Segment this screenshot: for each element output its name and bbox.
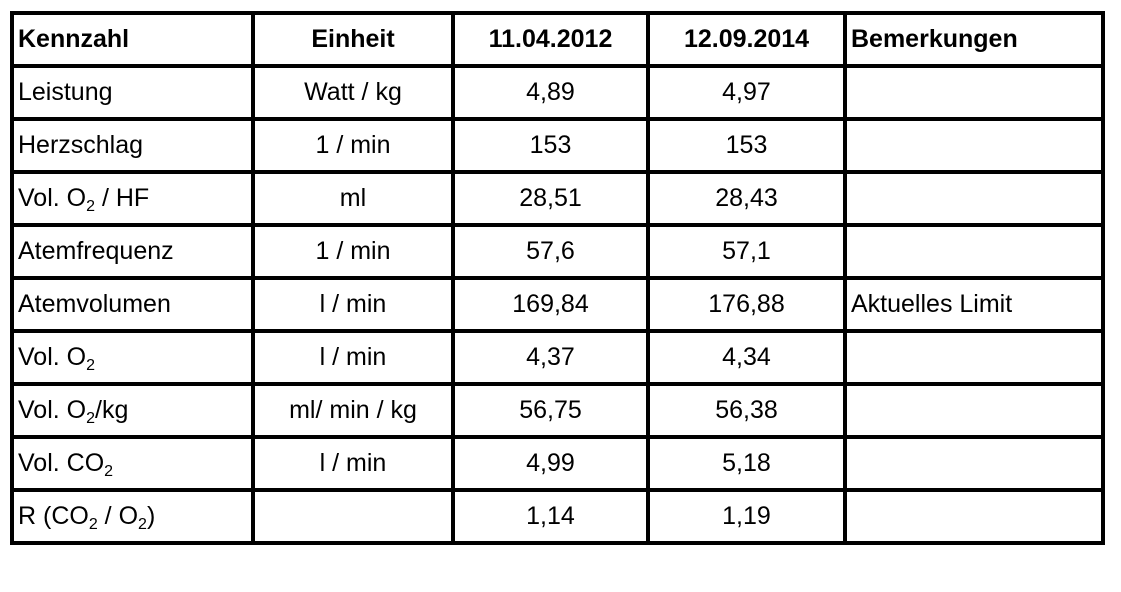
cell-bemerkung [843, 488, 1105, 545]
header-date-2014: 12.09.2014 [646, 11, 847, 68]
cell-bemerkung [843, 382, 1105, 439]
table-row: Atemvolumen l / min 169,84 176,88 Aktuelles … [10, 276, 1105, 333]
table-row: Vol. O2 / HF ml 28,51 28,43 [10, 170, 1105, 227]
label-text: /kg [95, 396, 129, 424]
cell-kennzahl: Atemfrequenz [10, 223, 255, 280]
table-row: R (CO2 / O2) 1,14 1,19 [10, 488, 1105, 545]
cell-bemerkung [843, 329, 1105, 386]
label-text: ) [146, 502, 156, 530]
label-text: Vol. O [18, 343, 87, 371]
table-row: Vol. CO2 l / min 4,99 5,18 [10, 435, 1105, 492]
cell-bemerkung [843, 435, 1105, 492]
subscript: 2 [138, 516, 147, 533]
cell-einheit: ml [251, 170, 455, 227]
cell-kennzahl: R (CO2 / O2) [10, 488, 255, 545]
cell-v2014: 5,18 [646, 435, 847, 492]
cell-bemerkung [843, 117, 1105, 174]
cell-v2012: 4,37 [451, 329, 650, 386]
cell-v2014: 1,19 [646, 488, 847, 545]
cell-einheit: l / min [251, 276, 455, 333]
table-row: Herzschlag 1 / min 153 153 [10, 117, 1105, 174]
cell-kennzahl: Herzschlag [10, 117, 255, 174]
cell-einheit: l / min [251, 435, 455, 492]
label-text: / O [97, 502, 139, 530]
cell-bemerkung [843, 170, 1105, 227]
cell-v2014: 153 [646, 117, 847, 174]
cell-einheit: 1 / min [251, 117, 455, 174]
cell-v2012: 4,89 [451, 64, 650, 121]
table-row: Vol. O2/kg ml/ min / kg 56,75 56,38 [10, 382, 1105, 439]
cell-kennzahl: Vol. CO2 [10, 435, 255, 492]
label-text: Vol. CO [18, 449, 105, 477]
cell-v2012: 1,14 [451, 488, 650, 545]
cell-v2012: 169,84 [451, 276, 650, 333]
cell-einheit: 1 / min [251, 223, 455, 280]
cell-kennzahl: Vol. O2/kg [10, 382, 255, 439]
cell-v2014: 56,38 [646, 382, 847, 439]
label-text: Vol. O [18, 396, 87, 424]
subscript: 2 [86, 357, 95, 374]
cell-kennzahl: Vol. O2 / HF [10, 170, 255, 227]
cell-bemerkung: Aktuelles Limit [843, 276, 1105, 333]
header-date-2012: 11.04.2012 [451, 11, 650, 68]
header-bemerkungen: Bemerkungen [843, 11, 1105, 68]
header-kennzahl: Kennzahl [10, 11, 255, 68]
subscript: 2 [86, 198, 95, 215]
cell-kennzahl: Atemvolumen [10, 276, 255, 333]
cell-v2012: 4,99 [451, 435, 650, 492]
table-row: Leistung Watt / kg 4,89 4,97 [10, 64, 1105, 121]
table-row: Atemfrequenz 1 / min 57,6 57,1 [10, 223, 1105, 280]
cell-v2012: 153 [451, 117, 650, 174]
header-row: Kennzahl Einheit 11.04.2012 12.09.2014 B… [10, 11, 1105, 68]
label-text: Atemfrequenz [18, 237, 174, 265]
cell-kennzahl: Vol. O2 [10, 329, 255, 386]
cell-kennzahl: Leistung [10, 64, 255, 121]
cell-einheit: Watt / kg [251, 64, 455, 121]
label-text: Atemvolumen [18, 290, 171, 318]
cell-v2014: 176,88 [646, 276, 847, 333]
label-text: / HF [95, 184, 150, 212]
label-text: R (CO [18, 502, 89, 530]
subscript: 2 [88, 516, 98, 533]
cell-v2014: 4,34 [646, 329, 847, 386]
table-row: Vol. O2 l / min 4,37 4,34 [10, 329, 1105, 386]
subscript: 2 [86, 410, 95, 427]
cell-einheit [251, 488, 455, 545]
cell-v2012: 57,6 [451, 223, 650, 280]
cell-bemerkung [843, 64, 1105, 121]
cell-einheit: ml/ min / kg [251, 382, 455, 439]
cell-bemerkung [843, 223, 1105, 280]
subscript: 2 [104, 463, 114, 480]
kennzahlen-table: Kennzahl Einheit 11.04.2012 12.09.2014 B… [10, 11, 1105, 545]
label-text: Leistung [18, 78, 113, 106]
cell-v2014: 4,97 [646, 64, 847, 121]
label-text: Vol. O [18, 184, 87, 212]
cell-v2012: 56,75 [451, 382, 650, 439]
label-text: Herzschlag [18, 131, 144, 159]
cell-v2012: 28,51 [451, 170, 650, 227]
cell-v2014: 28,43 [646, 170, 847, 227]
header-einheit: Einheit [251, 11, 455, 68]
cell-einheit: l / min [251, 329, 455, 386]
cell-v2014: 57,1 [646, 223, 847, 280]
